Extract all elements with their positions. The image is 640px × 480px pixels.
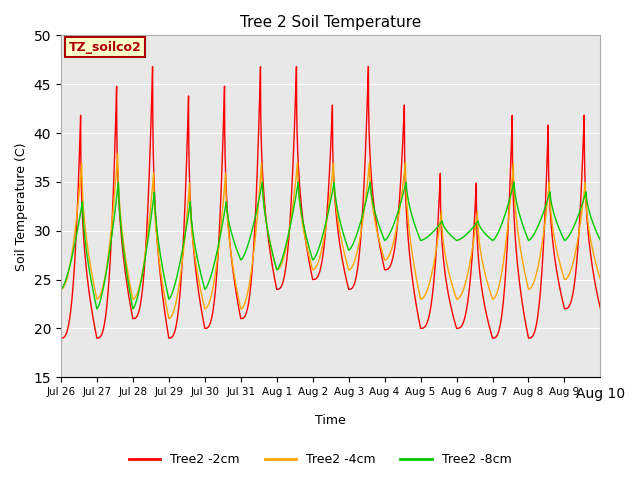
Legend: Tree2 -2cm, Tree2 -4cm, Tree2 -8cm: Tree2 -2cm, Tree2 -4cm, Tree2 -8cm <box>124 448 516 471</box>
Text: TZ_soilco2: TZ_soilco2 <box>69 41 141 54</box>
Title: Tree 2 Soil Temperature: Tree 2 Soil Temperature <box>240 15 421 30</box>
X-axis label: Time: Time <box>316 414 346 427</box>
Y-axis label: Soil Temperature (C): Soil Temperature (C) <box>15 142 28 271</box>
